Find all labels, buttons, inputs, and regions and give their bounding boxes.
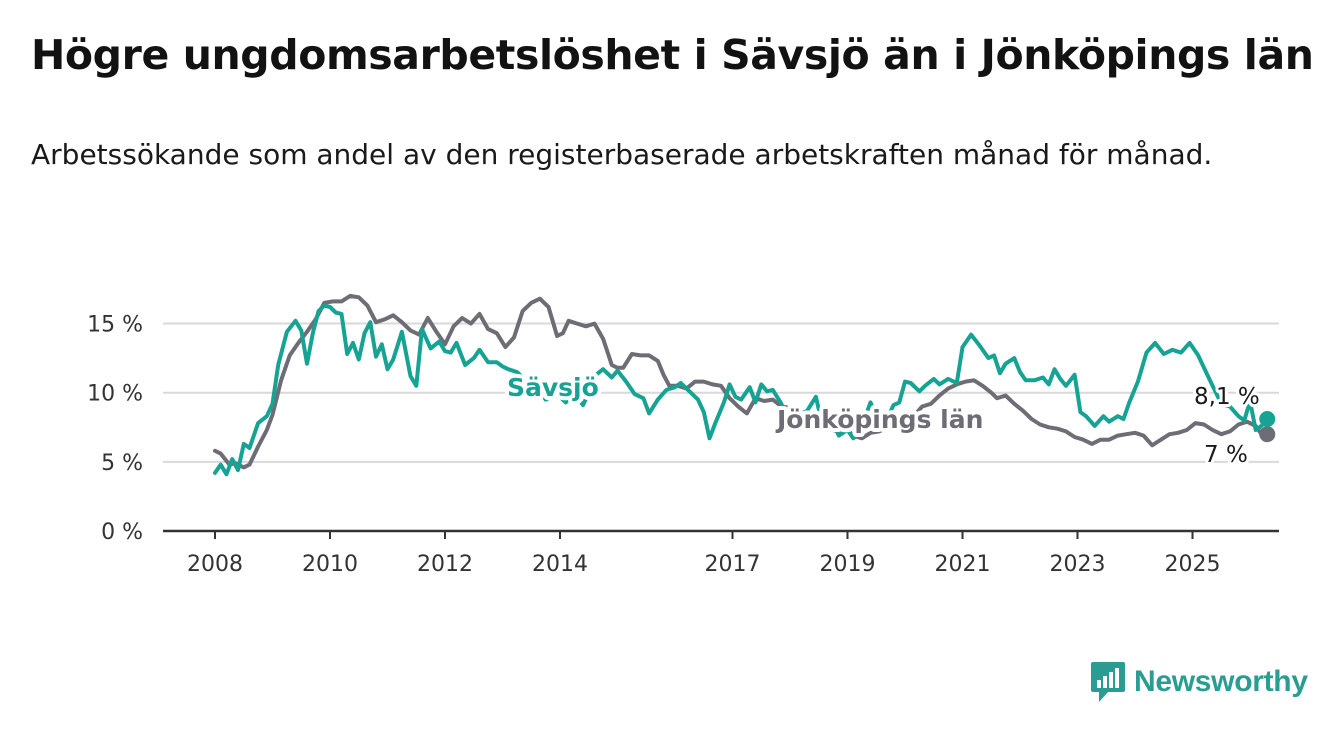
x-tick-label: 2021 — [935, 552, 991, 577]
x-axis: 2008 2010 2012 2014 2017 2019 2021 2023 2025 — [163, 529, 1279, 577]
chart-subtitle: Arbetssökande som andel av den registerb… — [31, 138, 1213, 171]
newsworthy-logo: Newsworthy — [1090, 660, 1308, 704]
chart-title: Högre ungdomsarbetslöshet i Sävsjö än i … — [31, 31, 1314, 79]
x-tick-label: 2017 — [705, 552, 761, 577]
y-axis-ticks: 0 % 5 % 10 % 15 % — [87, 313, 143, 545]
series-label-jonkopings-lan: Jönköpings län — [775, 405, 983, 434]
y-tick-label: 15 % — [87, 313, 143, 338]
series-labels: Sävsjö Jönköpings län 8,1 % 7 % — [503, 369, 1263, 471]
end-value-label-jonkopings-lan: 7 % — [1204, 442, 1248, 468]
x-tick-label: 2025 — [1165, 552, 1221, 577]
y-tick-label: 0 % — [101, 520, 143, 545]
bar-chart-speech-bubble-icon — [1091, 662, 1125, 702]
end-point-marker — [1259, 426, 1276, 443]
series-label-savsjo: Sävsjö — [507, 373, 599, 402]
series-line-savsjo — [213, 303, 1270, 477]
x-tick-label: 2010 — [302, 552, 358, 577]
brand-name: Newsworthy — [1134, 665, 1308, 698]
y-tick-label: 10 % — [87, 382, 143, 407]
end-value-label-savsjo: 8,1 % — [1194, 384, 1260, 410]
series-lines — [213, 293, 1276, 477]
x-tick-label: 2008 — [187, 552, 243, 577]
x-tick-label: 2014 — [532, 552, 588, 577]
end-point-marker — [1259, 410, 1276, 427]
gridlines — [163, 322, 1279, 463]
x-tick-label: 2019 — [820, 552, 876, 577]
x-tick-label: 2023 — [1050, 552, 1106, 577]
x-tick-label: 2012 — [417, 552, 473, 577]
series-line-jonkopings-lan — [213, 293, 1270, 470]
y-tick-label: 5 % — [101, 451, 143, 476]
